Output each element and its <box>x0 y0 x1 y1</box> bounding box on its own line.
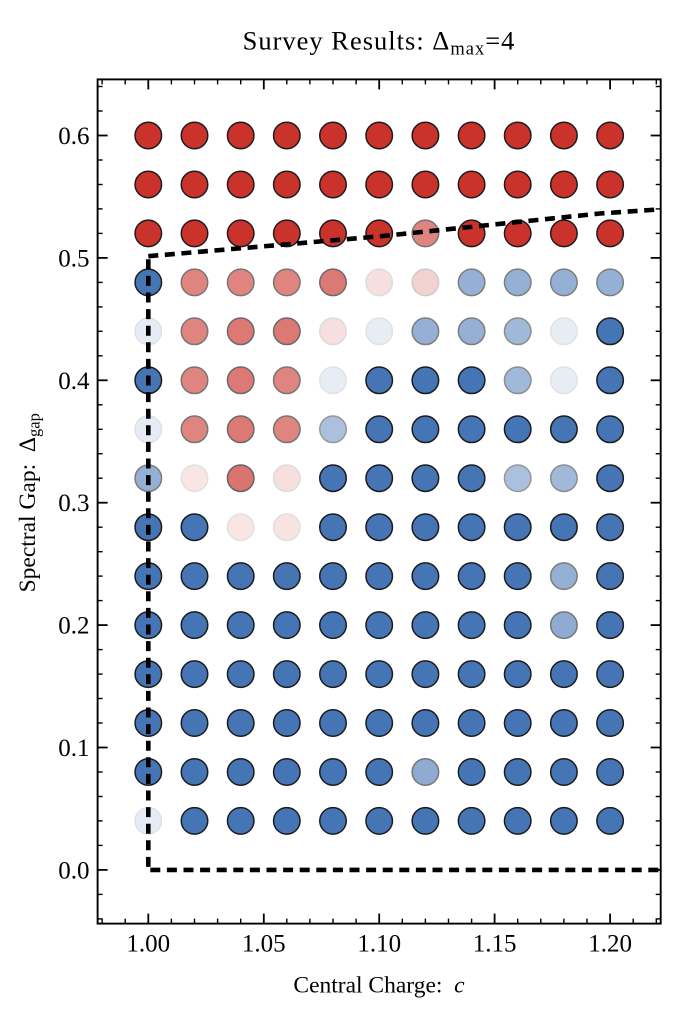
svg-text:1.05: 1.05 <box>242 931 286 958</box>
svg-text:0.1: 0.1 <box>58 735 89 762</box>
svg-text:0.2: 0.2 <box>58 613 89 640</box>
svg-text:1.15: 1.15 <box>473 931 517 958</box>
svg-text:Spectral Gap: Δgap: Spectral Gap: Δgap <box>15 413 44 592</box>
svg-text:1.00: 1.00 <box>126 931 170 958</box>
svg-text:0.3: 0.3 <box>58 490 89 517</box>
svg-text:1.10: 1.10 <box>357 931 401 958</box>
svg-text:0.6: 0.6 <box>58 123 89 150</box>
svg-text:1.20: 1.20 <box>588 931 632 958</box>
svg-text:Central Charge: c: Central Charge: c <box>293 973 465 999</box>
svg-text:0.5: 0.5 <box>58 245 89 272</box>
svg-text:0.0: 0.0 <box>58 857 89 884</box>
svg-text:0.4: 0.4 <box>58 368 90 395</box>
